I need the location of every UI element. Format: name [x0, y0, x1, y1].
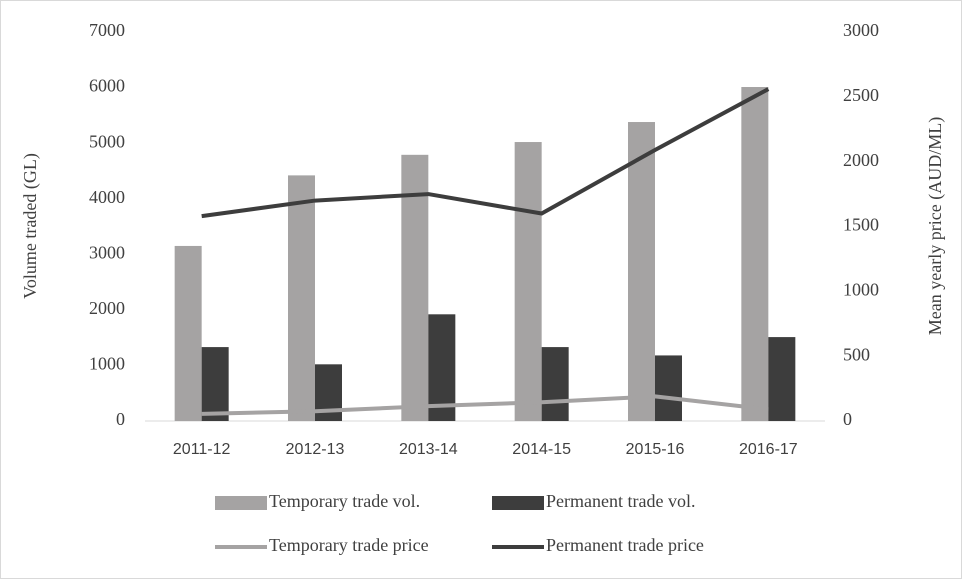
y2-tick-label: 0: [843, 409, 852, 429]
legend-label: Temporary trade vol.: [269, 491, 420, 511]
bar: [428, 314, 456, 421]
bar: [541, 347, 569, 421]
y2-tick-label: 2500: [843, 85, 879, 105]
line: [201, 394, 769, 416]
legend-label: Permanent trade price: [546, 535, 704, 555]
legend-swatch: [492, 496, 544, 510]
x-tick-label: 2016-17: [739, 441, 798, 458]
bar: [741, 87, 769, 421]
x-tick-label: 2011-12: [173, 441, 231, 458]
x-tick-label: 2012-13: [286, 441, 345, 458]
bar: [201, 347, 229, 421]
bar: [514, 142, 542, 421]
y-tick-label: 6000: [89, 76, 125, 96]
line: [201, 87, 770, 219]
bar: [655, 355, 682, 421]
y-tick-label: 1000: [89, 354, 125, 374]
y-tick-label: 2000: [89, 298, 125, 318]
y2-tick-label: 1000: [843, 279, 879, 299]
y-tick-label: 3000: [89, 242, 125, 262]
y2-tick-label: 2000: [843, 150, 879, 170]
y-tick-label: 4000: [89, 187, 125, 207]
y-axis-title: Volume traded (GL): [20, 153, 41, 299]
bar: [174, 245, 202, 421]
y-tick-label: 0: [116, 409, 125, 429]
bar: [288, 175, 315, 421]
y2-axis-title: Mean yearly price (AUD/ML): [925, 117, 946, 335]
y2-tick-label: 3000: [843, 20, 879, 40]
bar: [401, 154, 429, 421]
y-tick-label: 5000: [89, 131, 125, 151]
y2-tick-label: 1500: [843, 215, 879, 235]
legend-label: Temporary trade price: [269, 535, 429, 555]
legend-swatch: [215, 496, 267, 510]
y2-tick-label: 500: [843, 344, 870, 364]
legend-label: Permanent trade vol.: [546, 491, 695, 511]
bar: [768, 337, 796, 421]
x-tick-label: 2014-15: [512, 441, 571, 458]
y-tick-label: 7000: [89, 20, 125, 40]
bar: [628, 122, 655, 422]
x-tick-label: 2015-16: [626, 441, 685, 458]
x-tick-label: 2013-14: [399, 441, 458, 458]
